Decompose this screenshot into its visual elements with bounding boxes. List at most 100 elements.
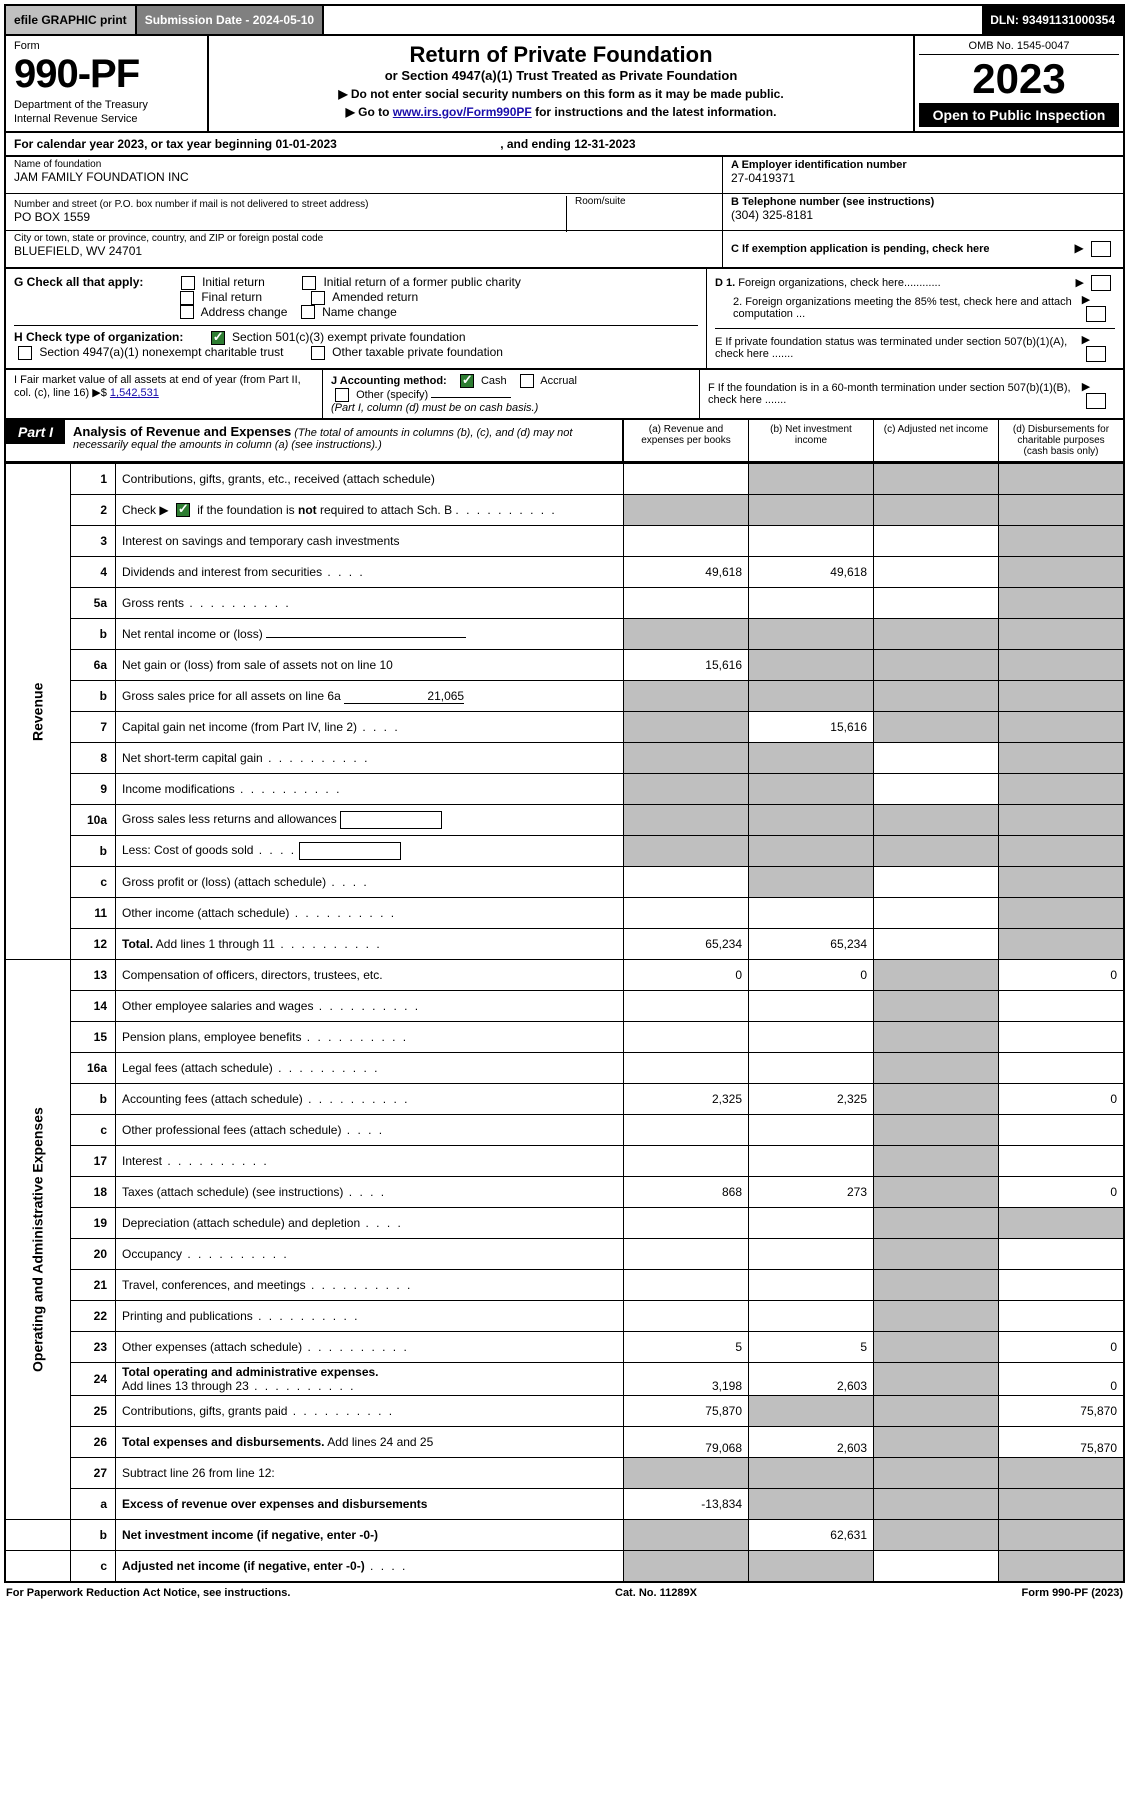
r15-desc: Pension plans, employee benefits [122, 1030, 301, 1044]
dln-label: DLN: 93491131000354 [982, 6, 1123, 34]
r11-desc: Other income (attach schedule) [122, 906, 289, 920]
r16b-b: 2,325 [749, 1084, 874, 1115]
room-label: Room/suite [566, 196, 626, 232]
final-return-checkbox[interactable] [180, 291, 194, 305]
row-21: 21Travel, conferences, and meetings [5, 1270, 1124, 1301]
header-left: Form 990-PF Department of the Treasury I… [6, 36, 209, 131]
other-method-checkbox[interactable] [335, 388, 349, 402]
other-taxable-checkbox[interactable] [311, 346, 325, 360]
address-row: Number and street (or P.O. box number if… [6, 194, 722, 231]
schb-checkbox[interactable] [176, 503, 190, 517]
note2-pre: ▶ Go to [346, 105, 393, 119]
row-16b: bAccounting fees (attach schedule)2,3252… [5, 1084, 1124, 1115]
revenue-sidetab: Revenue [5, 464, 71, 960]
r16b-desc: Accounting fees (attach schedule) [122, 1092, 303, 1106]
r6a-a: 15,616 [624, 650, 749, 681]
row-10b: bLess: Cost of goods sold [5, 836, 1124, 867]
form-word: Form [14, 40, 199, 52]
footer-cat: Cat. No. 11289X [615, 1587, 697, 1599]
row-5b: bNet rental income or (loss) [5, 619, 1124, 650]
calyear-end: 12-31-2023 [574, 137, 635, 151]
checks-left: G Check all that apply: Initial return I… [6, 269, 706, 368]
calyear-mid: , and ending [500, 137, 574, 151]
r7-desc: Capital gain net income (from Part IV, l… [122, 720, 357, 734]
omb-number: OMB No. 1545-0047 [919, 40, 1119, 55]
part1-desc: Analysis of Revenue and Expenses (The to… [65, 420, 623, 461]
r26-b: 2,603 [749, 1427, 874, 1458]
address-change-checkbox[interactable] [180, 305, 194, 319]
foundation-name: JAM FAMILY FOUNDATION INC [14, 170, 714, 184]
efile-label: efile GRAPHIC print [6, 6, 137, 34]
city-row: City or town, state or province, country… [6, 231, 722, 267]
r23-desc: Other expenses (attach schedule) [122, 1340, 302, 1354]
col-d-header: (d) Disbursements for charitable purpose… [998, 420, 1123, 461]
initial-return-checkbox[interactable] [181, 276, 195, 290]
r10a-desc: Gross sales less returns and allowances [122, 812, 337, 826]
name-change-label: Name change [322, 305, 397, 319]
amended-checkbox[interactable] [311, 291, 325, 305]
r23-a: 5 [624, 1332, 749, 1363]
other-specify-line [431, 397, 511, 398]
accrual-checkbox[interactable] [520, 374, 534, 388]
f-checkbox[interactable] [1086, 393, 1106, 409]
col-a-header: (a) Revenue and expenses per books [623, 420, 748, 461]
row-27c: cAdjusted net income (if negative, enter… [5, 1551, 1124, 1583]
r4-b: 49,618 [749, 557, 874, 588]
row-23: 23Other expenses (attach schedule)550 [5, 1332, 1124, 1363]
cash-checkbox[interactable] [460, 374, 474, 388]
g-label: G Check all that apply: [14, 275, 143, 289]
irs-label: Internal Revenue Service [14, 113, 199, 125]
r23-b: 5 [749, 1332, 874, 1363]
row-19: 19Depreciation (attach schedule) and dep… [5, 1208, 1124, 1239]
r24-b: 2,603 [749, 1363, 874, 1396]
h-row: H Check type of organization: Section 50… [14, 325, 698, 360]
row-8: 8Net short-term capital gain [5, 743, 1124, 774]
phone-row: B Telephone number (see instructions) (3… [723, 194, 1123, 231]
d2-checkbox[interactable] [1086, 306, 1106, 322]
form990pf-link[interactable]: www.irs.gov/Form990PF [393, 105, 532, 119]
name-change-checkbox[interactable] [301, 305, 315, 319]
r16b-d: 0 [999, 1084, 1125, 1115]
4947-checkbox[interactable] [18, 346, 32, 360]
r24-desc: Total operating and administrative expen… [122, 1365, 379, 1379]
i-value[interactable]: 1,542,531 [110, 387, 159, 399]
row-16c: cOther professional fees (attach schedul… [5, 1115, 1124, 1146]
initial-former-checkbox[interactable] [302, 276, 316, 290]
r16a-desc: Legal fees (attach schedule) [122, 1061, 273, 1075]
footer-form: Form 990-PF (2023) [1022, 1587, 1124, 1599]
j-block: J Accounting method: Cash Accrual Other … [323, 370, 700, 418]
ein-value: 27-0419371 [731, 171, 1115, 185]
name-label: Name of foundation [14, 159, 714, 170]
identity-block: Name of foundation JAM FAMILY FOUNDATION… [4, 157, 1125, 269]
501c3-checkbox[interactable] [211, 331, 225, 345]
row-16a: 16aLegal fees (attach schedule) [5, 1053, 1124, 1084]
row-26: 26Total expenses and disbursements. Add … [5, 1427, 1124, 1458]
r21-desc: Travel, conferences, and meetings [122, 1278, 306, 1292]
r13-a: 0 [624, 960, 749, 991]
row-27b: bNet investment income (if negative, ent… [5, 1520, 1124, 1551]
ijf-block: I Fair market value of all assets at end… [4, 370, 1125, 420]
calyear-pre: For calendar year 2023, or tax year begi… [14, 137, 275, 151]
row-15: 15Pension plans, employee benefits [5, 1022, 1124, 1053]
phone-label: B Telephone number (see instructions) [731, 196, 1115, 208]
r6a-desc: Net gain or (loss) from sale of assets n… [116, 650, 624, 681]
calendar-year-row: For calendar year 2023, or tax year begi… [4, 133, 1125, 157]
checks-right: D 1. D 1. Foreign organizations, check h… [706, 269, 1123, 368]
identity-right: A Employer identification number 27-0419… [722, 157, 1123, 267]
r2-desc: Check ▶ if the foundation is not require… [116, 495, 624, 526]
phone-value: (304) 325-8181 [731, 208, 1115, 222]
r12-a: 65,234 [624, 929, 749, 960]
exemption-checkbox[interactable] [1091, 241, 1111, 257]
header-center: Return of Private Foundation or Section … [209, 36, 913, 131]
f-block: F If the foundation is in a 60-month ter… [700, 370, 1123, 418]
e-checkbox[interactable] [1086, 346, 1106, 362]
part1-table: Revenue 1Contributions, gifts, grants, e… [4, 463, 1125, 1583]
row-9: 9Income modifications [5, 774, 1124, 805]
d1-checkbox[interactable] [1091, 275, 1111, 291]
r18-desc: Taxes (attach schedule) (see instruction… [122, 1185, 343, 1199]
form-note-1: ▶ Do not enter social security numbers o… [219, 87, 903, 101]
e-label: E If private foundation status was termi… [715, 336, 1082, 360]
r26-bold: Total expenses and disbursements. [122, 1435, 325, 1449]
row-6a: 6aNet gain or (loss) from sale of assets… [5, 650, 1124, 681]
d2-label: 2. Foreign organizations meeting the 85%… [715, 296, 1082, 320]
